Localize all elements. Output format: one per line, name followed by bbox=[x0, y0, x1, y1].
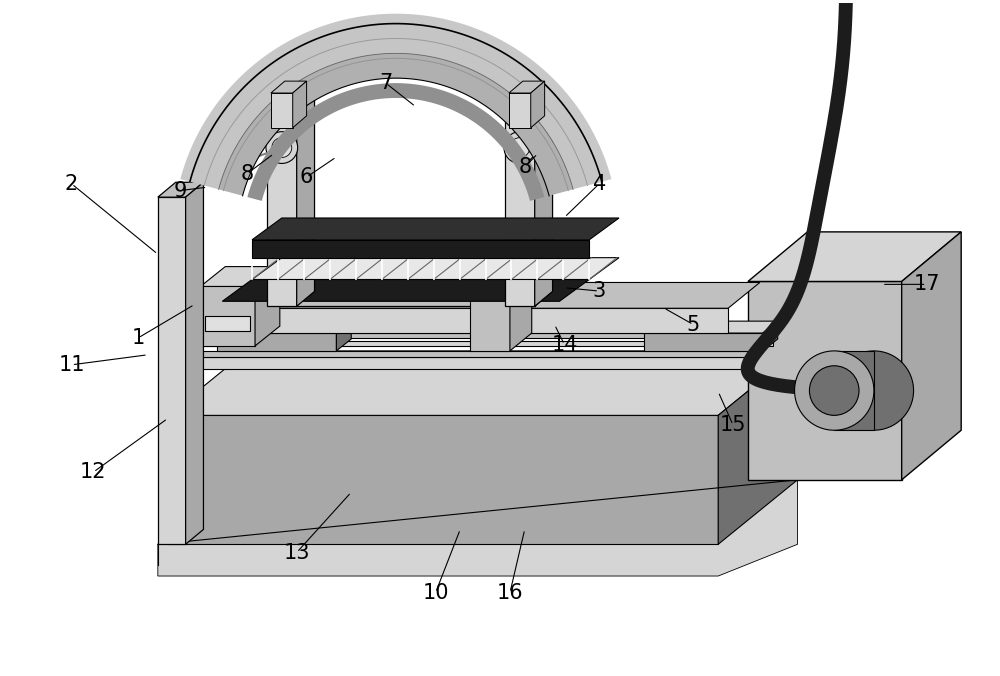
Polygon shape bbox=[222, 279, 589, 301]
Polygon shape bbox=[158, 197, 186, 544]
Polygon shape bbox=[198, 283, 760, 308]
Text: 13: 13 bbox=[283, 543, 310, 562]
Polygon shape bbox=[470, 279, 532, 296]
Polygon shape bbox=[509, 81, 545, 93]
Text: 12: 12 bbox=[80, 462, 107, 482]
Polygon shape bbox=[252, 258, 619, 279]
Text: 4: 4 bbox=[593, 174, 606, 194]
Polygon shape bbox=[168, 351, 798, 415]
Text: 7: 7 bbox=[379, 73, 393, 93]
Polygon shape bbox=[180, 14, 611, 183]
Polygon shape bbox=[193, 333, 773, 338]
Polygon shape bbox=[252, 218, 619, 240]
Polygon shape bbox=[205, 316, 250, 331]
Polygon shape bbox=[748, 232, 961, 281]
Polygon shape bbox=[188, 351, 778, 357]
Polygon shape bbox=[219, 53, 573, 196]
Circle shape bbox=[510, 138, 530, 158]
Ellipse shape bbox=[795, 351, 874, 430]
Polygon shape bbox=[247, 83, 544, 201]
Text: 6: 6 bbox=[300, 167, 313, 187]
Polygon shape bbox=[217, 321, 351, 333]
Polygon shape bbox=[217, 333, 336, 351]
Polygon shape bbox=[297, 93, 315, 306]
Circle shape bbox=[266, 132, 298, 164]
Ellipse shape bbox=[834, 351, 914, 430]
Polygon shape bbox=[271, 81, 307, 93]
Polygon shape bbox=[535, 93, 553, 306]
Polygon shape bbox=[834, 351, 874, 430]
Polygon shape bbox=[168, 415, 718, 544]
Text: 14: 14 bbox=[551, 335, 578, 355]
Circle shape bbox=[504, 132, 536, 164]
Polygon shape bbox=[763, 321, 778, 351]
Polygon shape bbox=[505, 93, 553, 108]
Polygon shape bbox=[200, 287, 255, 346]
Polygon shape bbox=[267, 93, 315, 108]
Polygon shape bbox=[531, 81, 545, 128]
Ellipse shape bbox=[809, 366, 859, 415]
Text: 9: 9 bbox=[174, 180, 187, 201]
Polygon shape bbox=[336, 321, 351, 351]
Text: 5: 5 bbox=[687, 314, 700, 335]
Text: 8: 8 bbox=[241, 164, 254, 184]
Polygon shape bbox=[198, 308, 728, 333]
Text: 16: 16 bbox=[497, 583, 523, 603]
Polygon shape bbox=[902, 232, 961, 480]
Polygon shape bbox=[158, 480, 798, 576]
Polygon shape bbox=[470, 296, 510, 351]
Polygon shape bbox=[200, 266, 280, 287]
Polygon shape bbox=[718, 351, 798, 544]
Text: 8: 8 bbox=[518, 157, 531, 177]
Text: 1: 1 bbox=[131, 328, 145, 348]
Polygon shape bbox=[644, 321, 778, 333]
Polygon shape bbox=[748, 281, 902, 480]
Text: 17: 17 bbox=[913, 274, 940, 294]
Polygon shape bbox=[186, 183, 203, 544]
Text: 2: 2 bbox=[65, 174, 78, 194]
Polygon shape bbox=[188, 357, 778, 368]
Polygon shape bbox=[509, 93, 531, 128]
Polygon shape bbox=[252, 240, 589, 258]
Polygon shape bbox=[271, 93, 293, 128]
Polygon shape bbox=[255, 266, 280, 346]
Polygon shape bbox=[267, 108, 297, 306]
Text: 10: 10 bbox=[422, 583, 449, 603]
Text: 15: 15 bbox=[720, 415, 746, 435]
Polygon shape bbox=[193, 341, 773, 346]
Polygon shape bbox=[267, 270, 553, 285]
Polygon shape bbox=[644, 333, 763, 351]
Polygon shape bbox=[193, 325, 773, 330]
Polygon shape bbox=[535, 270, 553, 306]
Text: 11: 11 bbox=[58, 355, 85, 375]
Polygon shape bbox=[190, 24, 602, 189]
Polygon shape bbox=[510, 279, 532, 351]
Polygon shape bbox=[158, 183, 203, 197]
Text: 3: 3 bbox=[593, 281, 606, 301]
Polygon shape bbox=[267, 285, 535, 306]
Polygon shape bbox=[505, 108, 535, 306]
Circle shape bbox=[272, 138, 292, 158]
Polygon shape bbox=[293, 81, 307, 128]
